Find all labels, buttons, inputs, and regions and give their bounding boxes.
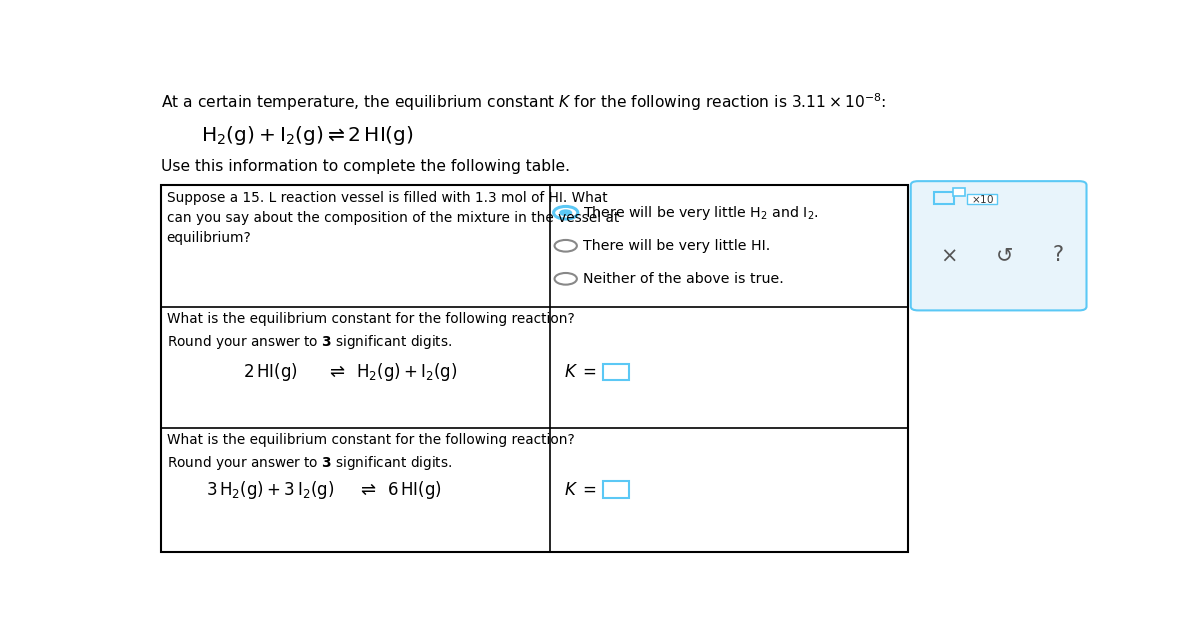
Bar [966, 194, 997, 204]
Text: There will be very little $\mathrm{H_2}$ and $\mathrm{I_2}$.: There will be very little $\mathrm{H_2}$… [583, 204, 820, 221]
Bar [161, 185, 908, 552]
Text: Use this information to complete the following table.: Use this information to complete the fol… [161, 159, 570, 174]
Bar [602, 364, 629, 380]
Bar [953, 189, 965, 196]
Text: What is the equilibrium constant for the following reaction?
Round your answer t: What is the equilibrium constant for the… [167, 312, 575, 351]
Text: $K\;=$: $K\;=$ [564, 481, 596, 498]
Bar [934, 192, 954, 204]
Text: ?: ? [1052, 245, 1063, 266]
Text: There will be very little HI.: There will be very little HI. [583, 239, 770, 253]
Text: $\rightleftharpoons$: $\rightleftharpoons$ [326, 363, 346, 381]
Text: $\times 10$: $\times 10$ [971, 193, 994, 205]
Circle shape [559, 209, 572, 216]
Text: $\mathrm{H_2(g) + I_2(g) \rightleftharpoons 2\,HI(g)}$: $\mathrm{H_2(g) + I_2(g) \rightleftharpo… [202, 124, 414, 147]
Text: $\mathrm{2\,HI(g)}$: $\mathrm{2\,HI(g)}$ [242, 361, 298, 383]
Text: Suppose a 15. L reaction vessel is filled with 1.3 mol of HI. What
can you say a: Suppose a 15. L reaction vessel is fille… [167, 191, 619, 245]
Text: $\circlearrowleft$: $\circlearrowleft$ [991, 245, 1013, 266]
Text: $K\;=$: $K\;=$ [564, 363, 596, 381]
Text: $\mathrm{3\,H_2(g)+3\,I_2(g)}$: $\mathrm{3\,H_2(g)+3\,I_2(g)}$ [206, 479, 334, 500]
Text: $\rightleftharpoons$: $\rightleftharpoons$ [356, 481, 377, 498]
Text: What is the equilibrium constant for the following reaction?
Round your answer t: What is the equilibrium constant for the… [167, 433, 575, 473]
Text: $\mathrm{6\,HI(g)}$: $\mathrm{6\,HI(g)}$ [388, 479, 442, 500]
Text: Neither of the above is true.: Neither of the above is true. [583, 272, 784, 286]
Text: At a certain temperature, the equilibrium constant $K$ for the following reactio: At a certain temperature, the equilibriu… [161, 91, 887, 113]
Bar [602, 481, 629, 498]
Text: $\mathrm{H_2(g)+I_2(g)}$: $\mathrm{H_2(g)+I_2(g)}$ [356, 361, 458, 383]
Text: $\times$: $\times$ [940, 245, 956, 266]
FancyBboxPatch shape [911, 181, 1086, 310]
